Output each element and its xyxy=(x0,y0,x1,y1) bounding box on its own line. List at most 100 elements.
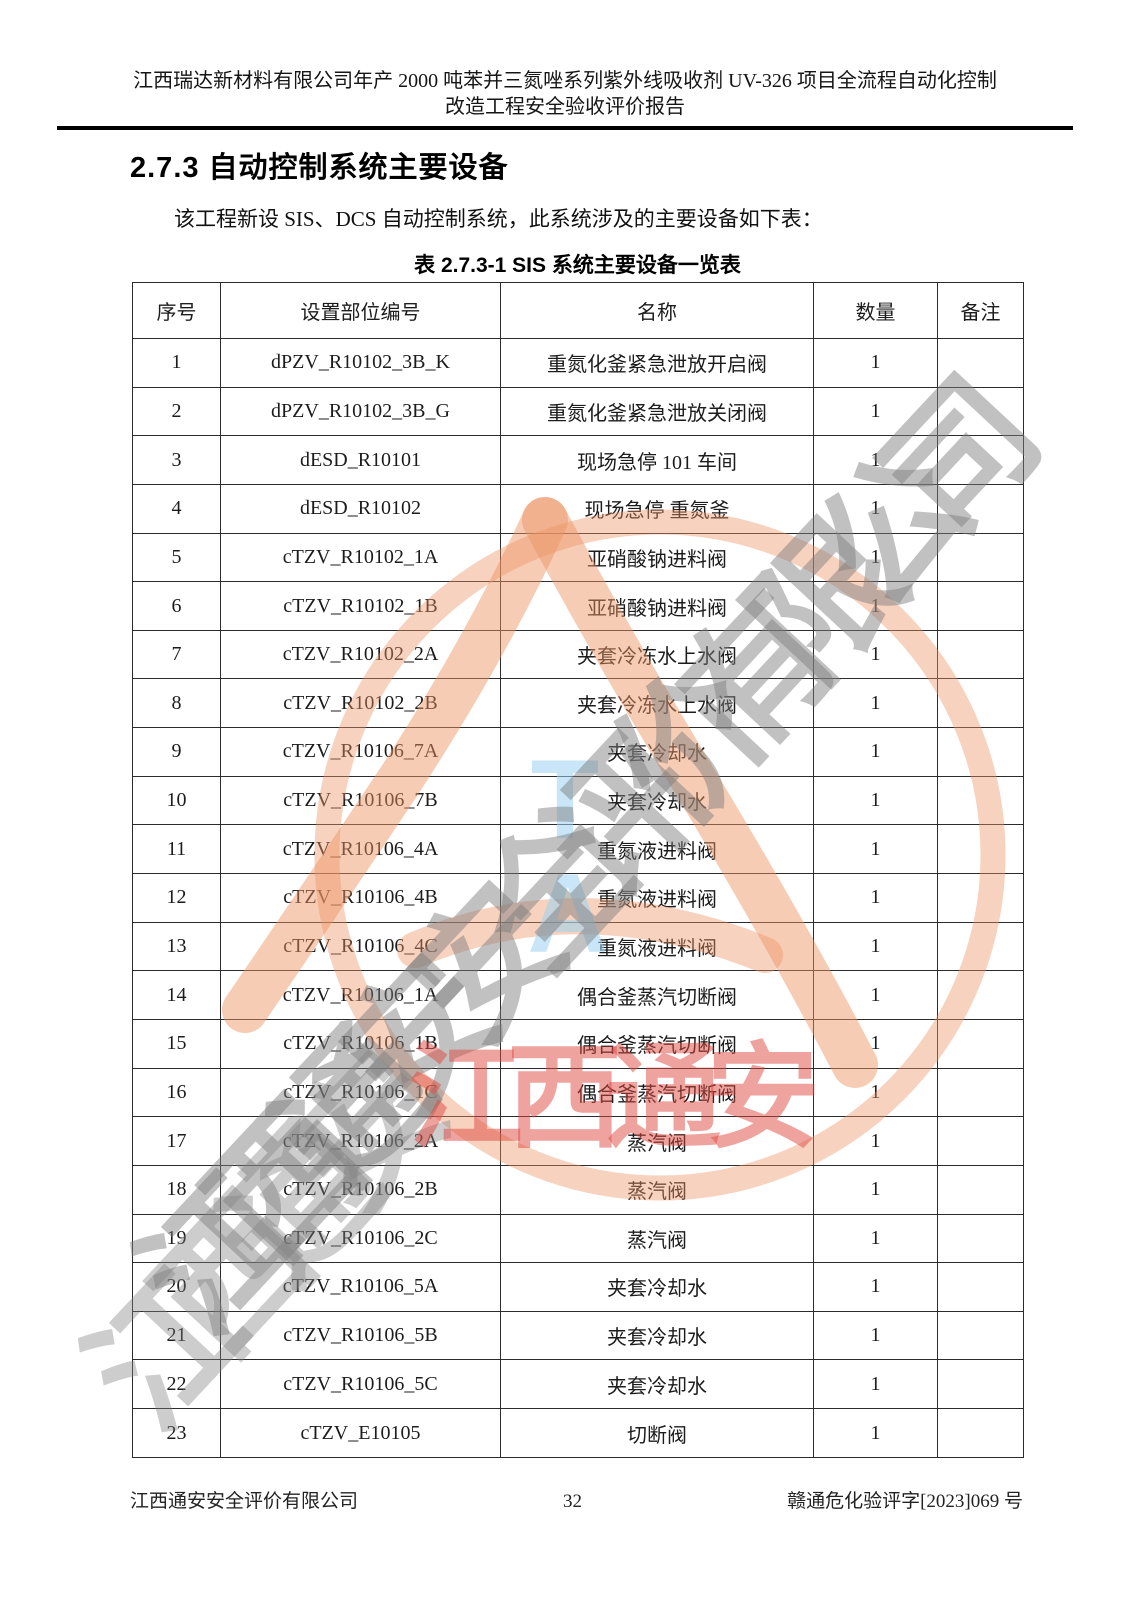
table-cell: 1 xyxy=(813,921,938,972)
table-cell: 偶合釜蒸汽切断阀 xyxy=(500,1018,814,1069)
table-cell: 2 xyxy=(132,386,221,437)
table-cell: 9 xyxy=(132,727,221,777)
table-row: 21 cTZV_R10106_5B 夹套冷却水 1 xyxy=(132,1310,1024,1361)
table-cell xyxy=(937,483,1024,534)
table-cell: 16 xyxy=(132,1067,221,1118)
table-cell xyxy=(937,629,1024,680)
table-cell: cTZV_R10102_1B xyxy=(220,581,501,631)
table-cell xyxy=(937,970,1024,1020)
table-cell xyxy=(937,435,1024,485)
table-cell: 1 xyxy=(813,1116,938,1166)
table-row: 3 dESD_R10101 现场急停 101 车间 1 xyxy=(132,435,1024,485)
col-header-index: 序号 xyxy=(132,282,221,339)
table-cell: dPZV_R10102_3B_G xyxy=(220,386,501,437)
col-header-location: 设置部位编号 xyxy=(220,282,501,339)
page-header: 江西瑞达新材料有限公司年产 2000 吨苯并三氮唑系列紫外线吸收剂 UV-326… xyxy=(57,68,1073,130)
table-row: 9 cTZV_R10106_7A 夹套冷却水 1 xyxy=(132,727,1024,777)
table-row: 10 cTZV_R10106_7B 夹套冷却水 1 xyxy=(132,775,1024,826)
table-cell: 夹套冷冻水上水阀 xyxy=(500,629,814,680)
table-cell: cTZV_R10106_5A xyxy=(220,1262,501,1312)
table-cell: cTZV_R10106_2A xyxy=(220,1116,501,1166)
page-footer: 江西通安安全评价有限公司 32 赣通危化验评字[2023]069 号 xyxy=(130,1486,1023,1513)
table-row: 8 cTZV_R10102_2B 夹套冷冻水上水阀 1 xyxy=(132,678,1024,729)
table-row: 17 cTZV_R10106_2A 蒸汽阀 1 xyxy=(132,1116,1024,1166)
intro-paragraph: 该工程新设 SIS、DCS 自动控制系统，此系统涉及的主要设备如下表： xyxy=(174,207,823,231)
table-cell xyxy=(937,873,1024,923)
table-cell: 1 xyxy=(813,386,938,437)
table-cell: 14 xyxy=(132,970,221,1020)
table-cell: 1 xyxy=(813,678,938,729)
table-cell: 21 xyxy=(132,1310,221,1361)
sis-equipment-table: 序号 设置部位编号 名称 数量 备注 1 dPZV_R10102_3B_K 重氮化釜… xyxy=(132,282,1024,1458)
table-cell: cTZV_R10106_5B xyxy=(220,1310,501,1361)
table-cell: cTZV_R10106_2B xyxy=(220,1164,501,1215)
table-row: 11 cTZV_R10106_4A 重氮液进料阀 1 xyxy=(132,824,1024,875)
table-cell: dESD_R10102 xyxy=(220,483,501,534)
table-cell: cTZV_R10106_7A xyxy=(220,727,501,777)
table-cell: 蒸汽阀 xyxy=(500,1213,814,1264)
table-body: 1 dPZV_R10102_3B_K 重氮化釜紧急泄放开启阀 1 2 dPZV_R1010… xyxy=(132,338,1024,1458)
table-cell: dPZV_R10102_3B_K xyxy=(220,338,501,388)
table-cell: cTZV_R10106_7B xyxy=(220,775,501,826)
table-cell: cTZV_R10102_2B xyxy=(220,678,501,729)
table-cell: 1 xyxy=(813,338,938,388)
footer-page-number: 32 xyxy=(563,1491,583,1512)
table-cell: 1 xyxy=(813,727,938,777)
footer-company: 江西通安安全评价有限公司 xyxy=(130,1491,359,1512)
table-row: 22 cTZV_R10106_5C 夹套冷却水 1 xyxy=(132,1359,1024,1410)
table-cell: 1 xyxy=(813,1408,938,1458)
table-cell: 1 xyxy=(813,1310,938,1361)
table-row: 4 dESD_R10102 现场急停 重氮釜 1 xyxy=(132,483,1024,534)
table-cell: 1 xyxy=(813,970,938,1020)
table-cell: dESD_R10101 xyxy=(220,435,501,485)
table-cell: 重氮化釜紧急泄放开启阀 xyxy=(500,338,814,388)
table-cell: 亚硝酸钠进料阀 xyxy=(500,532,814,583)
table-cell: 13 xyxy=(132,921,221,972)
col-header-remark: 备注 xyxy=(937,282,1024,339)
table-cell: 重氮液进料阀 xyxy=(500,873,814,923)
table-row: 13 cTZV_R10106_4C 重氮液进料阀 1 xyxy=(132,921,1024,972)
table-cell: 蒸汽阀 xyxy=(500,1116,814,1166)
table-cell xyxy=(937,1116,1024,1166)
table-cell: 1 xyxy=(813,581,938,631)
table-cell: cTZV_R10106_4B xyxy=(220,873,501,923)
table-cell: 18 xyxy=(132,1164,221,1215)
table-cell: 5 xyxy=(132,532,221,583)
table-cell xyxy=(937,386,1024,437)
table-cell: cTZV_E10105 xyxy=(220,1408,501,1458)
table-row: 18 cTZV_R10106_2B 蒸汽阀 1 xyxy=(132,1164,1024,1215)
table-row: 12 cTZV_R10106_4B 重氮液进料阀 1 xyxy=(132,873,1024,923)
table-cell xyxy=(937,727,1024,777)
page-header-line1: 江西瑞达新材料有限公司年产 2000 吨苯并三氮唑系列紫外线吸收剂 UV-326… xyxy=(133,70,997,92)
table-cell: 23 xyxy=(132,1408,221,1458)
table-cell: 4 xyxy=(132,483,221,534)
table-cell xyxy=(937,921,1024,972)
table-cell: 重氮液进料阀 xyxy=(500,921,814,972)
table-cell: 夹套冷却水 xyxy=(500,1310,814,1361)
section-heading: 2.7.3 自动控制系统主要设备 xyxy=(130,152,509,184)
table-cell: 夹套冷冻水上水阀 xyxy=(500,678,814,729)
table-cell: 1 xyxy=(813,435,938,485)
table-cell: 20 xyxy=(132,1262,221,1312)
table-cell: 1 xyxy=(813,1018,938,1069)
table-cell: 1 xyxy=(813,873,938,923)
table-row: 7 cTZV_R10102_2A 夹套冷冻水上水阀 1 xyxy=(132,629,1024,680)
table-cell: cTZV_R10106_1A xyxy=(220,970,501,1020)
table-cell: 1 xyxy=(813,483,938,534)
table-cell: 1 xyxy=(813,775,938,826)
table-cell: 1 xyxy=(813,1213,938,1264)
page-header-line2: 改造工程安全验收评价报告 xyxy=(445,96,685,118)
table-cell: 夹套冷却水 xyxy=(500,1359,814,1410)
table-cell: 1 xyxy=(813,824,938,875)
table-row: 14 cTZV_R10106_1A 偶合釜蒸汽切断阀 1 xyxy=(132,970,1024,1020)
table-row: 2 dPZV_R10102_3B_G 重氮化釜紧急泄放关闭阀 1 xyxy=(132,386,1024,437)
table-cell: 15 xyxy=(132,1018,221,1069)
table-cell: 1 xyxy=(813,532,938,583)
table-cell: 1 xyxy=(813,629,938,680)
table-cell: 夹套冷却水 xyxy=(500,1262,814,1312)
table-cell: 现场急停 重氮釜 xyxy=(500,483,814,534)
col-header-name: 名称 xyxy=(500,282,814,339)
table-cell: 重氮液进料阀 xyxy=(500,824,814,875)
table-cell xyxy=(937,1164,1024,1215)
